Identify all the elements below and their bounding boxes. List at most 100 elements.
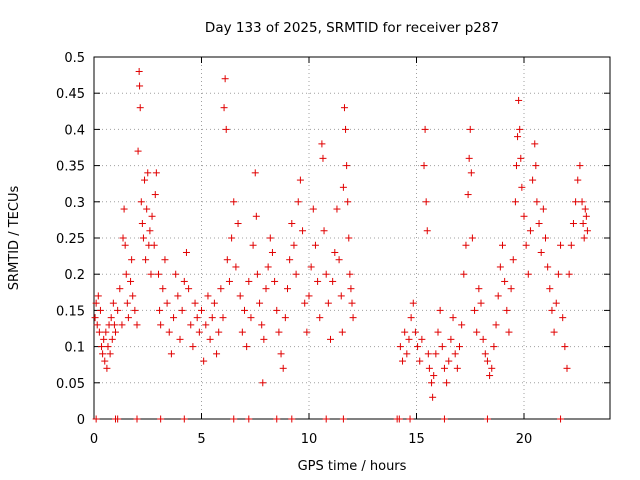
data-point bbox=[486, 372, 494, 380]
data-point bbox=[225, 277, 233, 285]
data-point bbox=[331, 248, 339, 256]
data-point bbox=[443, 379, 451, 387]
data-point bbox=[204, 292, 212, 300]
data-point bbox=[429, 393, 437, 401]
data-point bbox=[425, 364, 433, 372]
data-point bbox=[236, 292, 244, 300]
data-point bbox=[137, 198, 145, 206]
data-point bbox=[548, 306, 556, 314]
data-point bbox=[499, 241, 506, 249]
data-point bbox=[453, 364, 461, 372]
data-point bbox=[176, 335, 184, 343]
data-point bbox=[150, 241, 158, 249]
data-point bbox=[449, 314, 457, 322]
data-point bbox=[151, 191, 159, 199]
data-point bbox=[505, 328, 513, 336]
data-point bbox=[349, 314, 357, 322]
data-point bbox=[294, 198, 302, 206]
data-point bbox=[124, 314, 132, 322]
data-point bbox=[99, 350, 107, 358]
data-point bbox=[273, 415, 281, 423]
y-axis-label: SRMTID / TECUs bbox=[7, 186, 22, 291]
data-point bbox=[271, 277, 279, 285]
data-point bbox=[91, 314, 99, 322]
data-point bbox=[324, 299, 332, 307]
x-tick-labels: 0 5 10 15 20 bbox=[90, 432, 532, 447]
data-point bbox=[338, 328, 346, 336]
data-point bbox=[290, 241, 298, 249]
data-point bbox=[104, 343, 112, 351]
data-point bbox=[466, 125, 474, 133]
data-point bbox=[245, 415, 253, 423]
data-point bbox=[339, 183, 347, 191]
data-point bbox=[223, 256, 231, 264]
data-point bbox=[146, 227, 154, 235]
data-point bbox=[544, 263, 552, 271]
data-point bbox=[532, 162, 540, 170]
data-point bbox=[403, 350, 411, 358]
data-point bbox=[531, 140, 539, 148]
data-point bbox=[139, 234, 147, 242]
data-point bbox=[552, 299, 560, 307]
data-point bbox=[170, 314, 178, 322]
data-point bbox=[152, 169, 160, 177]
data-point bbox=[121, 241, 129, 249]
y-tick-label: 0.35 bbox=[56, 160, 85, 175]
data-point bbox=[167, 350, 175, 358]
data-point bbox=[322, 270, 330, 278]
data-point bbox=[230, 415, 238, 423]
data-point bbox=[512, 162, 520, 170]
data-point bbox=[182, 248, 190, 256]
data-point bbox=[581, 205, 589, 213]
data-point bbox=[496, 263, 504, 271]
data-point bbox=[198, 306, 205, 314]
y-tick-label: 0.45 bbox=[56, 87, 85, 102]
y-tick-label: 0.15 bbox=[56, 304, 85, 319]
data-point bbox=[256, 299, 264, 307]
data-point bbox=[460, 270, 468, 278]
data-point bbox=[259, 379, 267, 387]
data-point bbox=[110, 321, 118, 329]
data-point bbox=[565, 270, 573, 278]
data-point bbox=[554, 270, 562, 278]
data-point bbox=[141, 176, 149, 184]
data-point bbox=[492, 321, 500, 329]
data-point bbox=[563, 364, 571, 372]
data-point bbox=[136, 82, 144, 90]
data-point bbox=[314, 277, 322, 285]
data-point bbox=[159, 285, 167, 293]
data-point bbox=[567, 241, 575, 249]
data-point bbox=[112, 328, 119, 336]
data-point bbox=[108, 335, 116, 343]
data-point bbox=[399, 357, 407, 365]
data-point bbox=[320, 227, 328, 235]
data-point bbox=[122, 270, 130, 278]
data-point bbox=[471, 306, 479, 314]
data-point bbox=[284, 285, 291, 293]
data-point bbox=[423, 227, 431, 235]
data-point bbox=[414, 343, 422, 351]
data-point bbox=[473, 328, 481, 336]
data-point bbox=[102, 328, 110, 336]
data-point bbox=[451, 350, 459, 358]
data-point bbox=[342, 125, 350, 133]
data-point bbox=[578, 198, 586, 206]
data-point bbox=[296, 176, 304, 184]
data-point bbox=[494, 292, 502, 300]
data-point bbox=[144, 169, 152, 177]
data-point bbox=[133, 415, 141, 423]
data-point bbox=[157, 321, 165, 329]
data-point bbox=[465, 154, 473, 162]
data-point bbox=[405, 335, 413, 343]
data-point bbox=[148, 212, 156, 220]
data-point bbox=[322, 415, 330, 423]
data-point bbox=[107, 314, 115, 322]
data-point bbox=[557, 241, 565, 249]
data-point bbox=[119, 234, 127, 242]
y-tick-labels: 0 0.05 0.1 0.15 0.2 0.25 0.3 0.35 0.4 0.45 0.5 bbox=[56, 51, 85, 428]
data-point bbox=[475, 285, 483, 293]
data-point bbox=[557, 415, 565, 423]
data-point bbox=[128, 256, 136, 264]
data-point bbox=[220, 104, 228, 112]
data-point bbox=[210, 299, 218, 307]
